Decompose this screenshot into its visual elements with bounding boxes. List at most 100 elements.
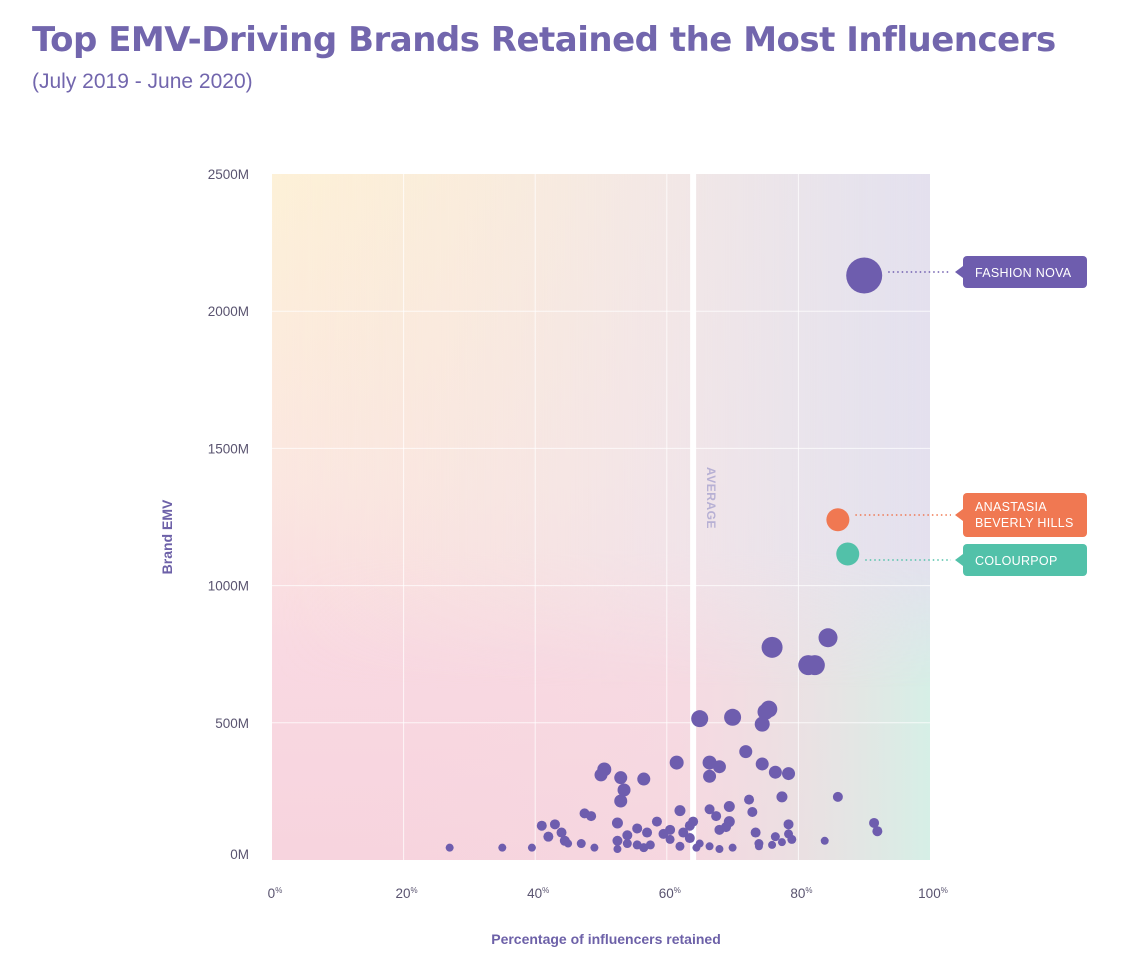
data-point xyxy=(705,842,714,851)
data-point xyxy=(782,767,796,781)
data-point xyxy=(768,840,777,849)
data-point xyxy=(549,819,560,830)
data-point xyxy=(665,834,675,844)
callouts: FASHION NOVA ANASTASIA BEVERLY HILLS COLOUR… xyxy=(826,256,1087,576)
x-tick-label: 100% xyxy=(918,886,948,901)
callout-box xyxy=(963,256,1087,288)
x-tick-label: 20% xyxy=(396,886,418,901)
highlight-point xyxy=(826,508,850,532)
callout-box xyxy=(963,493,1087,537)
data-point xyxy=(684,820,695,831)
data-point xyxy=(869,817,880,828)
data-points xyxy=(445,628,883,854)
x-tick-label: 80% xyxy=(790,886,812,901)
data-point xyxy=(721,822,732,833)
data-point xyxy=(543,831,554,842)
data-point xyxy=(757,703,774,720)
callout-label: COLOURPOP xyxy=(975,554,1058,568)
data-point xyxy=(536,820,547,831)
data-point xyxy=(675,841,685,851)
data-point xyxy=(622,830,633,841)
callout-pointer xyxy=(955,509,963,521)
x-tick-label: 40% xyxy=(527,886,549,901)
data-point xyxy=(622,839,632,849)
x-tick-label: 0% xyxy=(268,886,283,901)
data-point xyxy=(498,843,507,852)
y-tick-label: 1000M xyxy=(208,579,249,594)
data-point xyxy=(614,771,628,785)
data-point xyxy=(770,832,780,842)
chart-title: Top EMV-Driving Brands Retained the Most… xyxy=(32,20,1056,60)
data-point xyxy=(684,833,695,844)
data-point xyxy=(754,842,763,851)
data-point xyxy=(617,783,631,797)
y-tick-label: 2500M xyxy=(208,167,249,182)
x-axis-title: Percentage of influencers retained xyxy=(491,931,721,947)
data-point xyxy=(704,804,715,815)
x-tick-label: 60% xyxy=(659,886,681,901)
data-point xyxy=(768,765,782,779)
plot-background xyxy=(272,174,930,860)
data-point xyxy=(711,811,722,822)
callout-label: BEVERLY HILLS xyxy=(975,516,1074,530)
y-tick-label: 500M xyxy=(215,716,249,731)
data-point xyxy=(723,800,735,812)
data-point xyxy=(678,827,689,838)
data-point xyxy=(754,716,770,732)
data-point xyxy=(747,806,758,817)
data-point xyxy=(642,827,653,838)
data-point xyxy=(818,628,838,648)
data-point xyxy=(691,710,709,728)
data-point xyxy=(586,811,597,822)
data-point xyxy=(712,760,726,774)
data-point xyxy=(804,655,825,676)
data-point xyxy=(787,834,797,844)
data-point xyxy=(564,839,573,848)
data-point xyxy=(614,794,628,808)
data-point xyxy=(755,757,769,771)
data-point xyxy=(832,791,843,802)
data-point xyxy=(695,839,704,848)
callout-label: FASHION NOVA xyxy=(975,266,1072,280)
data-point xyxy=(658,828,669,839)
callout-pointer xyxy=(955,554,963,566)
data-point xyxy=(750,827,761,838)
data-point xyxy=(576,839,586,849)
data-point xyxy=(594,768,608,782)
callout-pointer xyxy=(955,266,963,278)
data-point xyxy=(651,816,662,827)
data-point xyxy=(783,819,794,830)
highlight-point xyxy=(836,542,860,566)
data-point xyxy=(777,838,786,847)
data-point xyxy=(674,805,686,817)
data-point xyxy=(715,845,724,854)
data-point xyxy=(724,708,742,726)
data-point xyxy=(445,843,454,852)
data-point xyxy=(612,835,623,846)
y-axis-title: Brand EMV xyxy=(159,499,175,574)
data-point xyxy=(527,843,536,852)
data-point xyxy=(744,794,755,805)
data-point xyxy=(739,745,753,759)
highlight-point xyxy=(846,257,883,294)
x-axis: 0% 20% 40% 60% 80% 100% xyxy=(268,886,948,901)
data-point xyxy=(761,636,783,658)
y-tick-label: 0M xyxy=(230,847,249,862)
callout-box xyxy=(963,544,1087,576)
y-axis: 0M 500M 1000M 1500M 2000M 2500M xyxy=(208,167,249,862)
chart-subtitle: (July 2019 - June 2020) xyxy=(32,70,253,93)
y-tick-label: 1500M xyxy=(208,441,249,456)
data-point xyxy=(632,823,643,834)
gridlines xyxy=(272,174,930,860)
data-point xyxy=(611,817,623,829)
data-point xyxy=(637,772,651,786)
data-point xyxy=(820,836,829,845)
data-point xyxy=(556,827,567,838)
y-tick-label: 2000M xyxy=(208,304,249,319)
data-point xyxy=(590,843,599,852)
data-point xyxy=(776,791,788,803)
data-point xyxy=(703,769,717,783)
data-point xyxy=(645,840,655,850)
callout-label: ANASTASIA xyxy=(975,500,1047,514)
average-line: AVERAGE xyxy=(690,174,718,860)
